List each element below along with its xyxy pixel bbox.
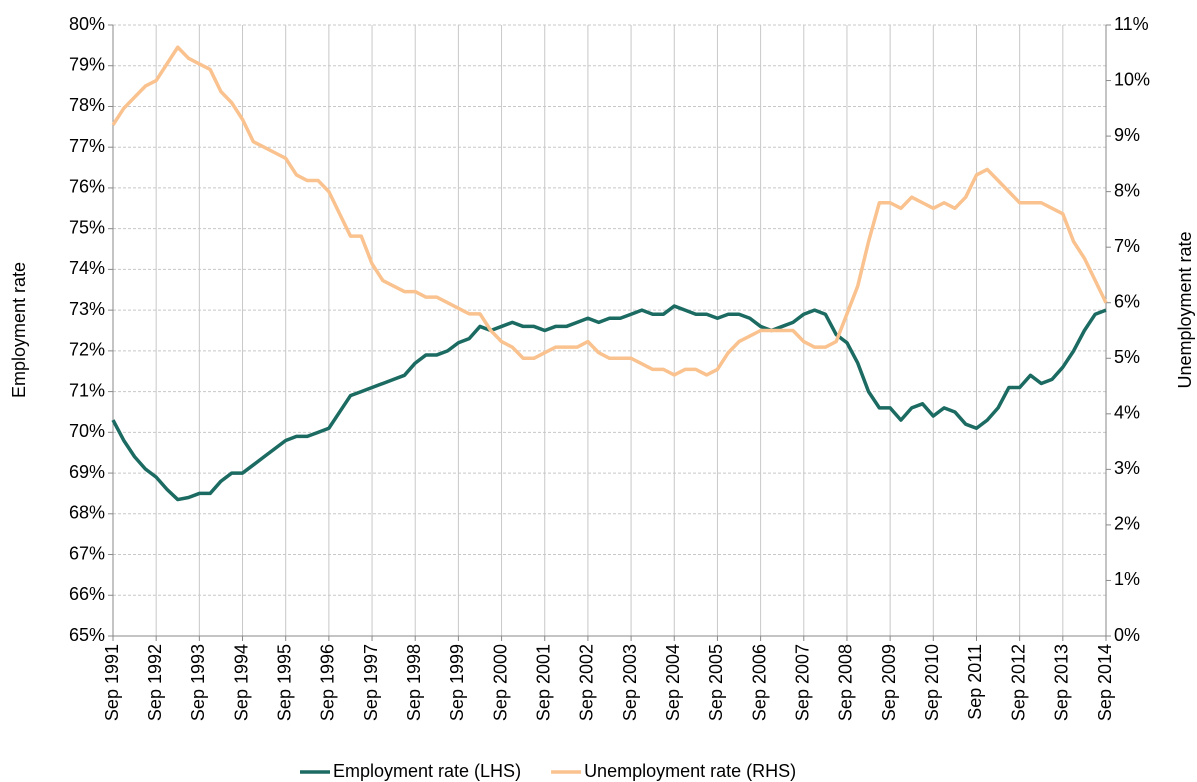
x-tick-label: Sep 2010 xyxy=(922,644,942,721)
y2-tick-label: 6% xyxy=(1114,291,1140,311)
y-tick-label: 66% xyxy=(69,584,105,604)
y2-tick-label: 11% xyxy=(1114,14,1149,34)
y2-tick-label: 10% xyxy=(1114,69,1150,89)
y2-tick-label: 2% xyxy=(1114,514,1140,534)
x-tick-label: Sep 2013 xyxy=(1052,644,1072,721)
y-tick-label: 70% xyxy=(69,421,105,441)
y2-tick-label: 8% xyxy=(1114,180,1140,200)
x-tick-label: Sep 2005 xyxy=(706,644,726,721)
x-tick-label: Sep 1999 xyxy=(447,644,467,721)
legend-label: Unemployment rate (RHS) xyxy=(584,761,796,781)
y-tick-label: 80% xyxy=(69,14,105,34)
series-line xyxy=(111,45,1108,377)
series-line xyxy=(111,304,1107,502)
y2-tick-label: 3% xyxy=(1114,458,1140,478)
y-tick-label: 71% xyxy=(69,380,105,400)
x-tick-label: Sep 2002 xyxy=(577,644,597,721)
x-tick-label: Sep 1996 xyxy=(318,644,338,721)
x-tick-label: Sep 2000 xyxy=(490,644,510,721)
y-tick-label: 65% xyxy=(69,625,105,645)
y2-tick-label: 4% xyxy=(1114,403,1140,423)
x-tick-label: Sep 2007 xyxy=(793,644,813,721)
y-tick-label: 68% xyxy=(69,503,105,523)
x-tick-label: Sep 1997 xyxy=(361,644,381,721)
x-tick-label: Sep 2006 xyxy=(749,644,769,721)
y2-axis-title: Unemployment rate xyxy=(1175,231,1195,388)
y-tick-label: 69% xyxy=(69,462,105,482)
y-tick-label: 78% xyxy=(69,95,105,115)
y-tick-label: 77% xyxy=(69,136,105,156)
x-tick-label: Sep 1995 xyxy=(274,644,294,721)
legend-label: Employment rate (LHS) xyxy=(333,761,521,781)
y2-tick-label: 0% xyxy=(1114,625,1140,645)
x-tick-label: Sep 1998 xyxy=(404,644,424,721)
y2-tick-label: 9% xyxy=(1114,125,1140,145)
x-tick-label: Sep 1993 xyxy=(188,644,208,721)
x-tick-label: Sep 2003 xyxy=(620,644,640,721)
x-tick-label: Sep 2008 xyxy=(836,644,856,721)
y-tick-label: 75% xyxy=(69,217,105,237)
y-tick-label: 73% xyxy=(69,299,105,319)
y-tick-label: 74% xyxy=(69,258,105,278)
y-tick-label: 76% xyxy=(69,177,105,197)
x-tick-label: Sep 2011 xyxy=(965,644,985,720)
x-tick-label: Sep 1994 xyxy=(231,644,251,721)
x-tick-label: Sep 2014 xyxy=(1095,644,1115,721)
y-tick-label: 72% xyxy=(69,340,105,360)
y2-tick-label: 7% xyxy=(1114,236,1140,256)
x-tick-label: Sep 2001 xyxy=(533,644,553,721)
y-axis-title: Employment rate xyxy=(9,262,29,398)
y2-tick-label: 5% xyxy=(1114,347,1140,367)
x-tick-label: Sep 2004 xyxy=(663,644,683,721)
x-tick-label: Sep 2012 xyxy=(1008,644,1028,721)
y-tick-label: 67% xyxy=(69,543,105,563)
x-tick-label: Sep 1992 xyxy=(145,644,165,721)
y-tick-label: 79% xyxy=(69,54,105,74)
x-tick-label: Sep 1991 xyxy=(102,644,122,721)
x-tick-label: Sep 2009 xyxy=(879,644,899,721)
y2-tick-label: 1% xyxy=(1114,569,1140,589)
